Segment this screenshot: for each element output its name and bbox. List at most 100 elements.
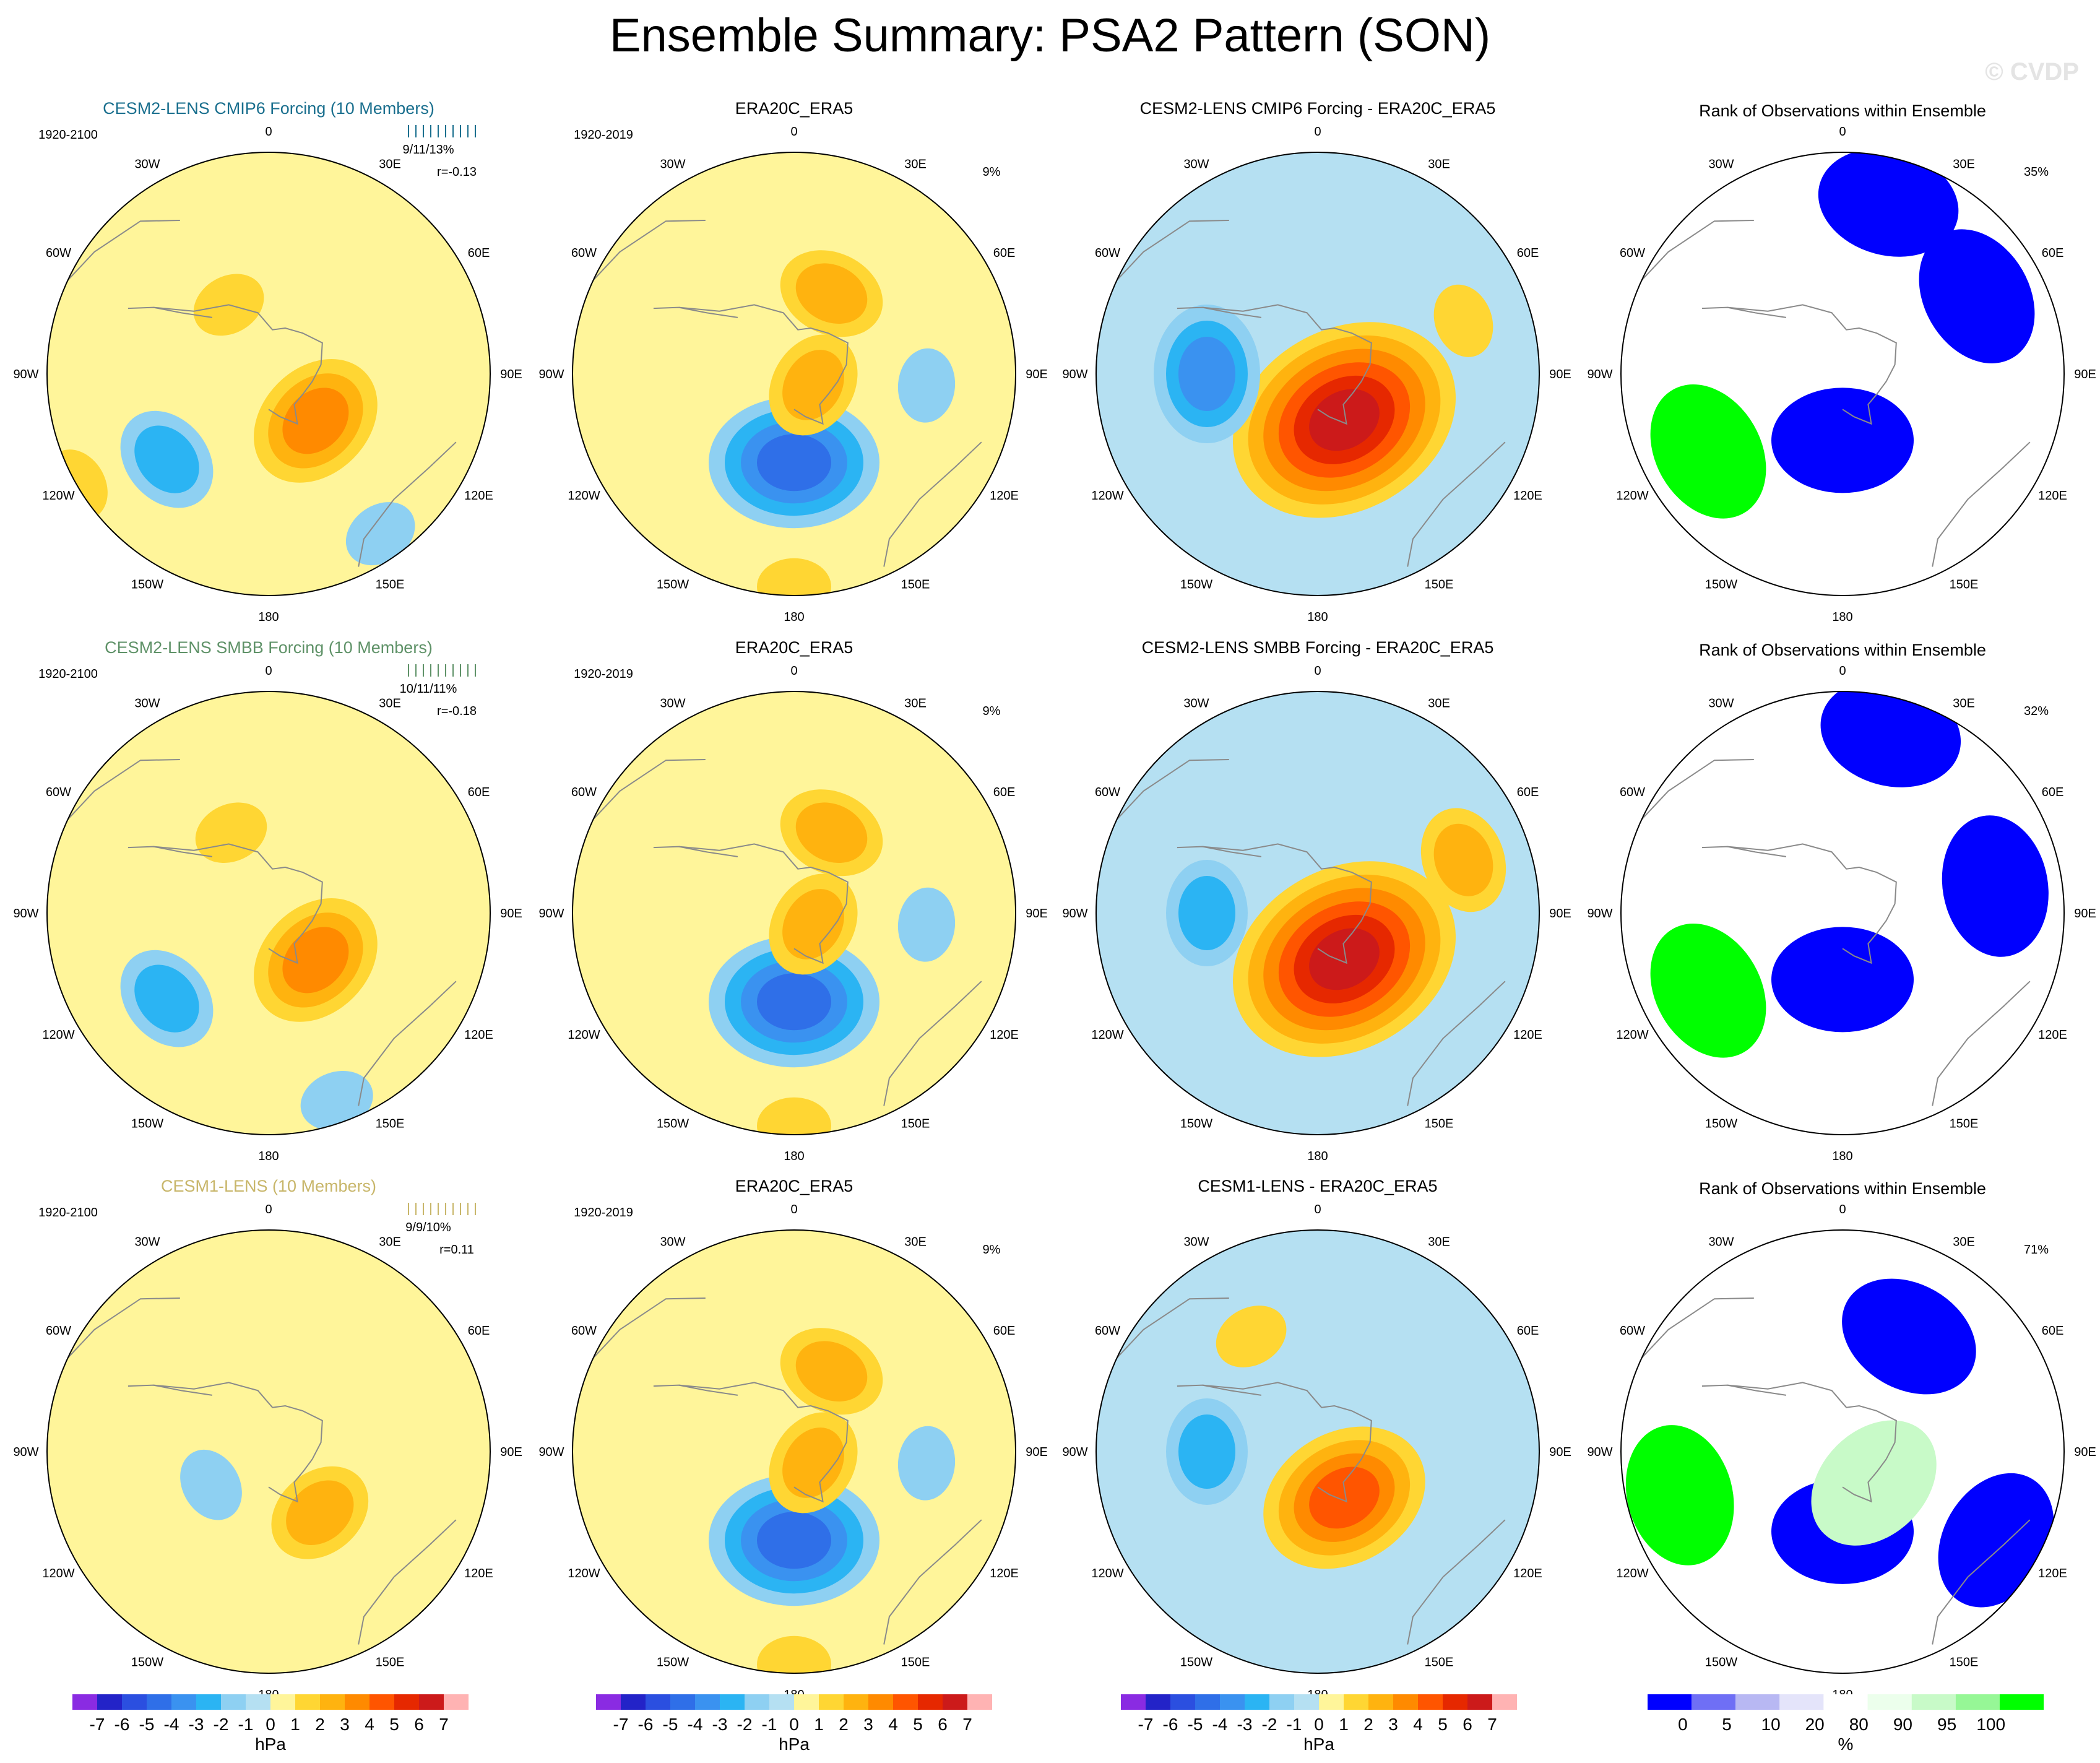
lon-label: 0	[1839, 664, 1846, 678]
contour-level	[1178, 337, 1235, 411]
coastline	[1116, 759, 1229, 820]
lon-label: 120W	[568, 1028, 600, 1042]
lon-label: 0	[1314, 664, 1321, 678]
map-panel-rank-row2: 0 30E 60E 90E 120E 150E 180 150W 120W 90W 60W 30W Ra…	[1587, 641, 2096, 1163]
colorbar-tick: 1	[1339, 1715, 1349, 1734]
colorbar-swatch	[1999, 1694, 2044, 1710]
colorbar-swatch	[1867, 1694, 1912, 1710]
colorbar-tick: 5	[389, 1715, 399, 1734]
lon-label: 150W	[657, 1656, 689, 1670]
colorbar-swatch	[893, 1694, 918, 1710]
colorbar-tick: -2	[1262, 1715, 1277, 1734]
coastline	[153, 1384, 213, 1396]
rank-blob	[1919, 229, 2035, 363]
lon-label: 60W	[1620, 1324, 1645, 1338]
lon-label: 120E	[464, 1567, 493, 1580]
colorbar-swatch	[171, 1694, 196, 1710]
coastline	[1407, 1519, 1506, 1645]
lon-label: 150W	[1705, 578, 1737, 592]
coastline	[1727, 1384, 1787, 1396]
map-field	[1621, 152, 2064, 596]
colorbar-tick: 1	[290, 1715, 300, 1734]
copyright-label: © CVDP	[1985, 58, 2079, 85]
colorbar-swatch	[444, 1694, 469, 1710]
lon-label: 30E	[904, 158, 927, 171]
obs-title: ERA20C_ERA5	[735, 99, 853, 118]
lon-label: 30E	[1428, 697, 1450, 711]
lon-label: 30W	[1183, 697, 1209, 711]
lon-label: 150W	[131, 1656, 163, 1670]
colorbar-swatch	[967, 1694, 992, 1710]
map-field	[47, 691, 490, 1135]
coastline	[1641, 220, 1754, 281]
map-field	[573, 691, 1016, 1135]
colorbar-tick: 20	[1805, 1715, 1825, 1734]
lon-label: 90E	[2074, 907, 2096, 920]
lon-label: 150W	[1180, 578, 1212, 592]
years-label: 1920-2100	[38, 128, 98, 142]
rank-blob	[1818, 152, 1959, 257]
lon-label: 90W	[1062, 907, 1087, 920]
hpa-colorbar: -7 -6 -5 -4 -3 -2 -1 0 1 2 3 4 5 6 7 hPa	[72, 1694, 469, 1754]
contour-level	[1433, 284, 1493, 357]
contour-level	[1433, 823, 1493, 896]
lon-label: 120W	[1091, 489, 1123, 503]
colorbar-swatch	[147, 1694, 171, 1710]
colorbar-swatch	[1269, 1694, 1294, 1710]
contour-level	[757, 1635, 831, 1673]
rank-blob	[1771, 388, 1914, 493]
contour-level	[757, 973, 831, 1031]
colorbar-swatch	[1492, 1694, 1517, 1710]
lon-label: 0	[1314, 125, 1321, 139]
lon-label: 90E	[500, 907, 522, 920]
colorbar-swatch	[695, 1694, 720, 1710]
rank-title: Rank of Observations within Ensemble	[1699, 102, 1986, 120]
colorbar-swatch	[819, 1694, 844, 1710]
coastline	[1932, 981, 2031, 1106]
lon-label: 90W	[538, 907, 564, 920]
lon-label: 150W	[1180, 1117, 1212, 1131]
contour-level	[757, 1097, 831, 1135]
lon-label: 60W	[571, 1324, 597, 1338]
lon-label: 60W	[1095, 786, 1120, 799]
map-border	[46, 691, 491, 1135]
obs-title: ERA20C_ERA5	[735, 638, 853, 657]
lon-label: 150W	[1705, 1117, 1737, 1131]
contour-level	[757, 1512, 831, 1569]
coastline	[358, 981, 457, 1106]
coastline	[67, 220, 180, 281]
lon-label: 120E	[2038, 489, 2067, 503]
diff-title: CESM2-LENS CMIP6 Forcing - ERA20C_ERA5	[1140, 99, 1496, 118]
lon-label: 30W	[1183, 158, 1209, 171]
colorbar-tick: 5	[913, 1715, 923, 1734]
contour-level	[1309, 1466, 1380, 1529]
lon-label: 90E	[2074, 1445, 2096, 1459]
colorbar-tick: -3	[712, 1715, 728, 1734]
colorbar-tick: -1	[762, 1715, 777, 1734]
map-field	[1621, 1230, 2064, 1673]
lon-label: 120W	[1616, 489, 1648, 503]
lon-label: 0	[1839, 125, 1846, 139]
lon-label: 60E	[2042, 786, 2064, 799]
lon-label: 30W	[1708, 697, 1734, 711]
colorbar-tick: -5	[1188, 1715, 1203, 1734]
lon-label: 120W	[1616, 1567, 1648, 1580]
rank-blob	[1650, 384, 1766, 519]
map-panel-model-row2: 0 30E 60E 90E 120E 150E 180 150W 120W 90W 60W 30W CE…	[13, 638, 522, 1163]
map-border	[1620, 1229, 2065, 1674]
lon-label: 0	[265, 125, 272, 139]
colorbar-swatch	[122, 1694, 147, 1710]
field-background	[47, 152, 490, 596]
lon-label: 60E	[468, 786, 490, 799]
lon-label: 30E	[1953, 697, 1975, 711]
map-panel-model-row3: 030E60E90E120E150E180150W120W90W60W30WCE…	[13, 1177, 522, 1702]
colorbar-tick: 4	[1413, 1715, 1423, 1734]
lon-label: 120E	[2038, 1567, 2067, 1580]
colorbar-swatch	[1344, 1694, 1368, 1710]
colorbar-swatch	[1735, 1694, 1780, 1710]
colorbar-swatch	[1294, 1694, 1319, 1710]
colorbar-tick: 2	[839, 1715, 849, 1734]
coastline	[653, 1382, 849, 1503]
corr-label: r=0.11	[439, 1243, 474, 1257]
colorbar-swatch	[97, 1694, 122, 1710]
